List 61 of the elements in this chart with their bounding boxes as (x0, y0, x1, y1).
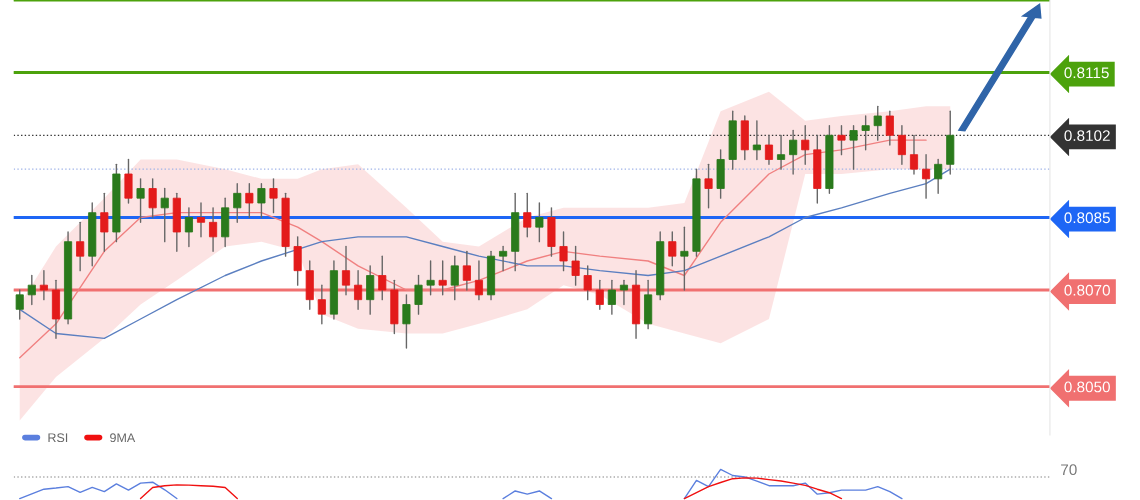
legend-label: RSI (48, 433, 68, 443)
candlestick (837, 124, 846, 156)
candlestick (704, 163, 713, 209)
y-tick-label: 0.8115 (1064, 67, 1109, 79)
candlestick (402, 294, 411, 349)
candlestick (269, 178, 278, 214)
candlestick (15, 289, 24, 320)
candlestick (861, 115, 870, 151)
candlestick (196, 202, 206, 238)
candlestick (245, 182, 254, 219)
candlestick (619, 279, 628, 306)
candlestick (378, 255, 387, 301)
candlestick (922, 153, 931, 199)
legend-label: 9MA (110, 433, 136, 443)
candlestick (426, 260, 435, 296)
candlestick (595, 279, 604, 311)
candlestick (209, 207, 218, 253)
candlestick (752, 120, 761, 161)
candlestick (523, 192, 532, 238)
candlestick (474, 260, 483, 301)
candlestick (789, 129, 798, 175)
y-tick-label: 0.8085 (1064, 212, 1110, 224)
candlestick (354, 269, 363, 311)
candlestick (897, 124, 906, 166)
candlestick (39, 269, 48, 301)
candlestick (184, 207, 193, 248)
candlestick (777, 134, 786, 170)
candlestick (317, 284, 326, 325)
candlestick (801, 124, 810, 166)
candlestick (414, 274, 423, 315)
candlestick (148, 178, 157, 219)
candlestick (909, 134, 919, 175)
candlestick (559, 231, 568, 272)
candlestick (607, 279, 616, 315)
candlestick (462, 250, 471, 291)
candlestick (873, 105, 882, 141)
candlestick (27, 274, 36, 306)
candlestick (100, 192, 109, 253)
y-tick-label: 0.8102 (1064, 130, 1110, 142)
candlestick (885, 110, 894, 146)
candlestick (341, 245, 351, 296)
candlestick (438, 260, 447, 296)
candlestick (160, 187, 169, 243)
candlestick (535, 202, 544, 243)
candlestick (571, 245, 580, 286)
candlestick (668, 231, 677, 267)
candlestick (257, 182, 266, 219)
candlestick (934, 158, 943, 195)
text: 70 (1061, 464, 1077, 476)
candlestick (583, 265, 592, 301)
candlestick (450, 255, 459, 301)
y-tick-label: 0.8050 (1064, 381, 1110, 393)
y-tick-label: 0.8070 (1064, 284, 1110, 296)
candlestick (136, 178, 145, 224)
candlestick (76, 221, 85, 272)
candlestick (233, 182, 242, 224)
line-series (19, 139, 927, 359)
candlestick (849, 124, 858, 170)
candlestick (764, 134, 774, 166)
candlestick (680, 226, 689, 291)
candlestick (499, 245, 508, 272)
